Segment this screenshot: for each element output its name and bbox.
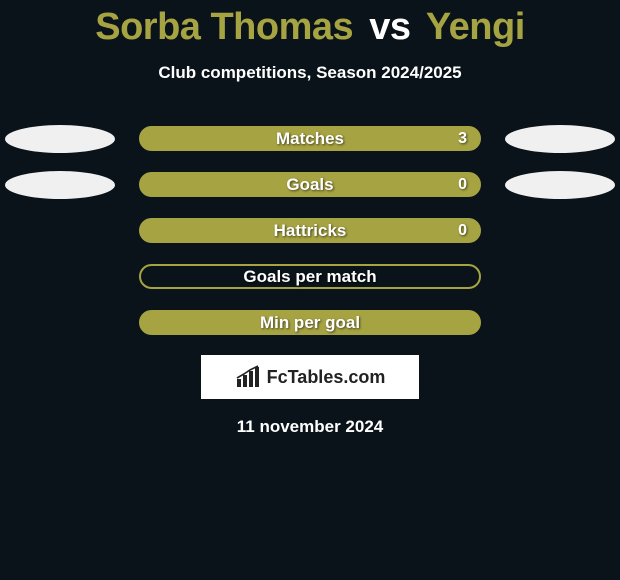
player1-name: Sorba Thomas	[95, 6, 353, 48]
stat-row: Goals0	[0, 171, 620, 199]
subtitle: Club competitions, Season 2024/2025	[0, 63, 620, 83]
stat-value: 0	[458, 220, 467, 241]
stat-label: Matches	[141, 128, 479, 149]
stat-row: Goals per match	[0, 263, 620, 291]
stat-bar: Matches3	[139, 126, 481, 151]
stat-value: 0	[458, 174, 467, 195]
stat-rows: Matches3Goals0Hattricks0Goals per matchM…	[0, 125, 620, 337]
logo-text: FcTables.com	[267, 367, 386, 388]
stat-label: Goals	[141, 174, 479, 195]
stat-label: Goals per match	[141, 266, 479, 287]
stat-value: 3	[458, 128, 467, 149]
stat-row: Min per goal	[0, 309, 620, 337]
player1-ellipse	[5, 171, 115, 199]
player2-name: Yengi	[426, 6, 525, 48]
logo-box: FcTables.com	[201, 355, 419, 399]
fctables-chart-icon	[235, 365, 263, 389]
stat-bar: Goals0	[139, 172, 481, 197]
stat-row: Matches3	[0, 125, 620, 153]
stat-label: Min per goal	[141, 312, 479, 333]
stat-bar: Min per goal	[139, 310, 481, 335]
stat-bar: Goals per match	[139, 264, 481, 289]
player2-ellipse	[505, 171, 615, 199]
player2-ellipse	[505, 125, 615, 153]
stat-row: Hattricks0	[0, 217, 620, 245]
comparison-title: Sorba Thomas vs Yengi	[0, 0, 620, 49]
stat-label: Hattricks	[141, 220, 479, 241]
vs-label: vs	[369, 6, 410, 48]
player1-ellipse	[5, 125, 115, 153]
stat-bar: Hattricks0	[139, 218, 481, 243]
date-label: 11 november 2024	[0, 417, 620, 437]
